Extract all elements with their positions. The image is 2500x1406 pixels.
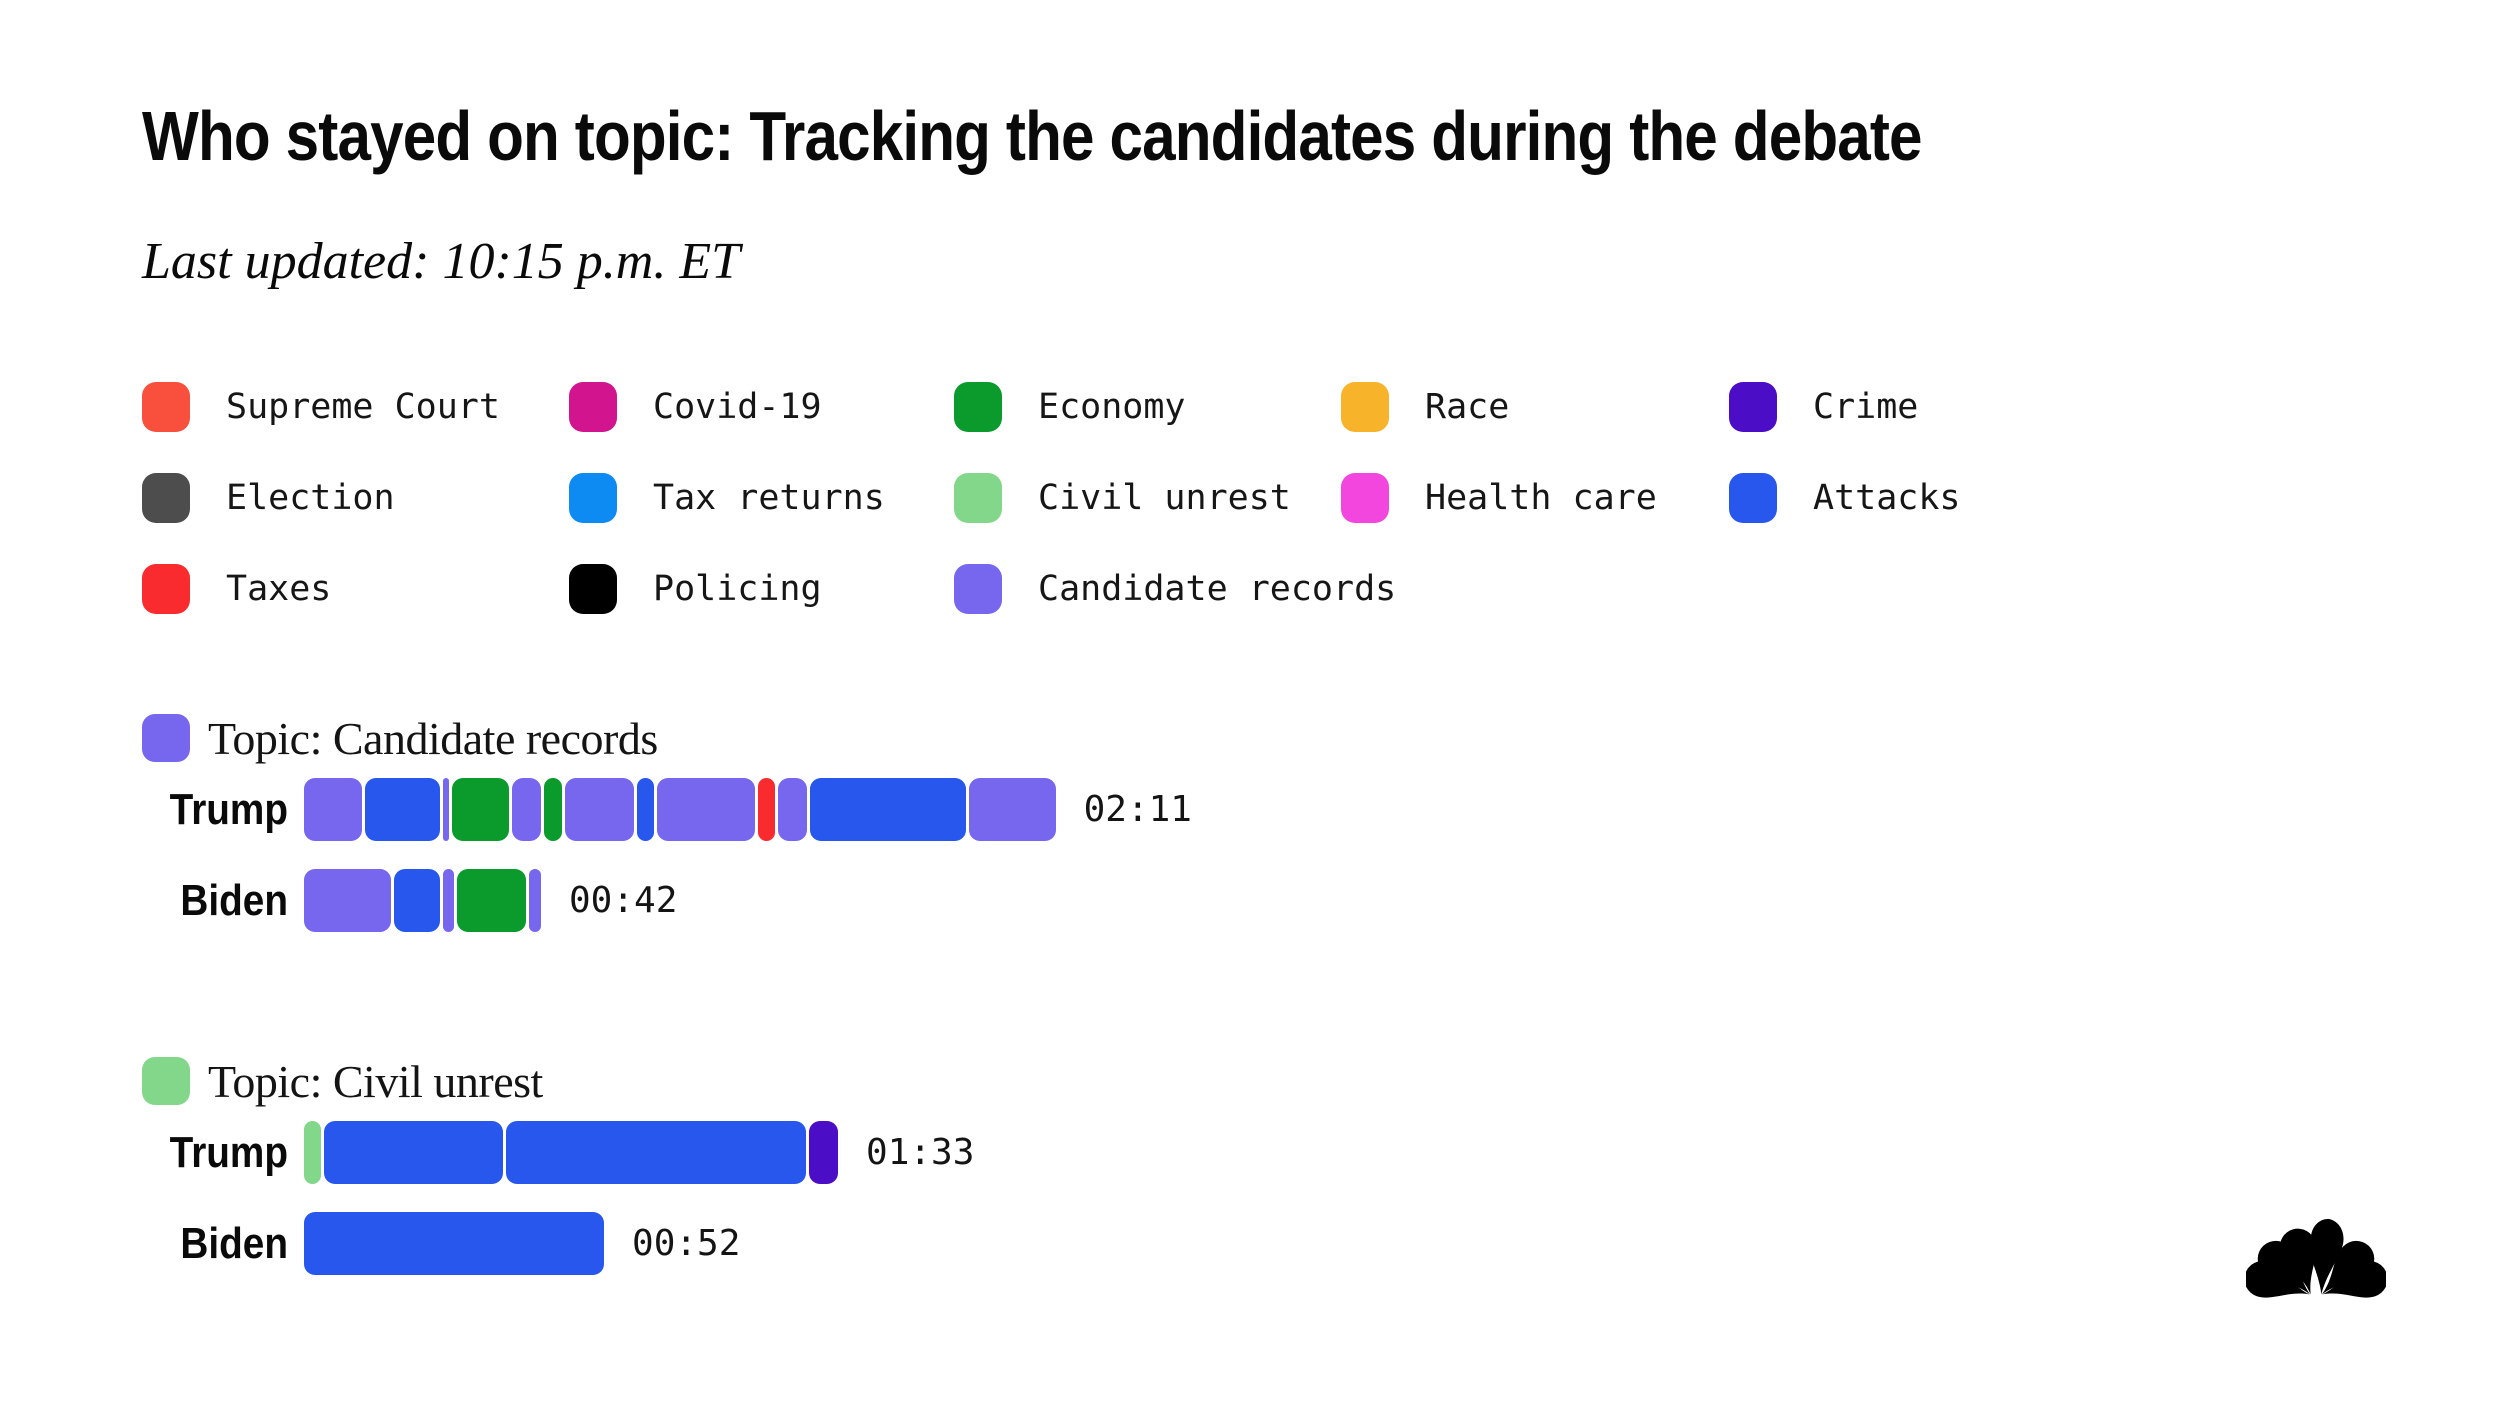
topic-color-swatch-candidate-records [954,564,1002,614]
duration-label: 00:52 [632,1223,741,1264]
topic-color-swatch-attacks [1729,473,1777,523]
speaker-label: Biden [180,875,288,925]
legend-item: Policing [569,564,954,614]
speaker-row-trump: Trump 01:33 [142,1121,1192,1184]
section-rows: Trump 01:33 Biden 00:52 [142,1121,1192,1275]
legend-item: Crime [1729,382,1961,432]
topic-color-swatch-health-care [1341,473,1389,523]
segment-crime [809,1121,839,1184]
topic-sections: Topic: Candidate records Trump 02:11 Bid… [142,712,1192,1275]
timeline-bar [304,1212,605,1275]
topic-color-swatch-covid-19 [569,382,617,432]
timeline-bar [304,869,541,932]
topic-label: Health care [1425,478,1657,518]
topic-label: Policing [653,569,822,609]
last-updated-label: Last updated: 10:15 p.m. ET [142,233,740,290]
topic-label: Covid-19 [653,387,822,427]
topic-label: Tax returns [653,478,885,518]
legend-item: Civil unrest [954,473,1341,523]
segment-candidate-records [512,778,542,841]
topic-legend: Supreme Court Covid-19 Economy Race Crim… [142,382,1961,614]
segment-candidate-records [442,778,449,841]
section-topic-swatch [142,1057,190,1105]
duration-label: 02:11 [1083,789,1192,830]
topic-label: Taxes [226,569,332,609]
segment-attacks [324,1121,504,1184]
legend-item: Candidate records [954,564,1396,614]
topic-color-swatch-civil-unrest [954,473,1002,523]
topic-color-swatch-supreme-court [142,382,190,432]
segment-candidate-records [442,869,455,932]
topic-color-swatch-election [142,473,190,523]
topic-label: Civil unrest [1038,478,1291,518]
topic-label: Attacks [1813,478,1961,518]
legend-item: Covid-19 [569,382,954,432]
segment-taxes [758,778,776,841]
legend-item: Economy [954,382,1341,432]
legend-item: Tax returns [569,473,954,523]
segment-candidate-records [657,778,756,841]
segment-candidate-records [529,869,541,932]
speaker-row-biden: Biden 00:42 [142,869,1192,932]
legend-item: Attacks [1729,473,1961,523]
segment-candidate-records [564,778,634,841]
segment-attacks [636,778,655,841]
speaker-row-biden: Biden 00:52 [142,1212,1192,1275]
duration-label: 00:42 [569,880,678,921]
section-title: Topic: Civil unrest [208,1055,543,1107]
duration-label: 01:33 [866,1132,975,1173]
topic-color-swatch-economy [954,382,1002,432]
speaker-row-trump: Trump 02:11 [142,778,1192,841]
topic-section-civil-unrest: Topic: Civil unrest Trump 01:33 Biden 00… [142,1055,1192,1275]
section-title: Topic: Candidate records [208,712,658,764]
segment-economy [451,778,510,841]
timeline-bar [304,1121,839,1184]
legend-item: Election [142,473,569,523]
topic-color-swatch-crime [1729,382,1777,432]
segment-attacks [364,778,440,841]
segment-candidate-records [304,869,391,932]
segment-attacks [810,778,967,841]
segment-candidate-records [778,778,808,841]
topic-label: Economy [1038,387,1186,427]
topic-color-swatch-race [1341,382,1389,432]
section-topic-swatch [142,714,190,762]
legend-item: Health care [1341,473,1729,523]
segment-candidate-records [304,778,362,841]
page-title: Who stayed on topic: Tracking the candid… [142,97,1923,175]
legend-item: Taxes [142,564,569,614]
segment-candidate-records [969,778,1056,841]
segment-attacks [393,869,440,932]
timeline-bar [304,778,1056,841]
topic-label: Supreme Court [226,387,500,427]
topic-label: Crime [1813,387,1919,427]
topic-section-candidate-records: Topic: Candidate records Trump 02:11 Bid… [142,712,1192,932]
topic-color-swatch-taxes [142,564,190,614]
nbc-peacock-icon [2244,1218,2388,1298]
topic-color-swatch-tax-returns [569,473,617,523]
section-rows: Trump 02:11 Biden 00:42 [142,778,1192,932]
legend-item: Race [1341,382,1729,432]
speaker-label: Biden [180,1218,288,1268]
speaker-label: Trump [169,784,288,834]
topic-label: Election [226,478,395,518]
topic-label: Candidate records [1038,569,1397,609]
nbc-peacock-logo [2244,1212,2388,1300]
segment-attacks [506,1121,807,1184]
topic-color-swatch-policing [569,564,617,614]
segment-economy [544,778,562,841]
section-header: Topic: Candidate records [142,712,1192,764]
topic-label: Race [1425,387,1510,427]
speaker-label: Trump [169,1127,288,1177]
segment-civil-unrest [304,1121,322,1184]
legend-item: Supreme Court [142,382,569,432]
segment-attacks [304,1212,605,1275]
section-header: Topic: Civil unrest [142,1055,1192,1107]
segment-economy [457,869,527,932]
